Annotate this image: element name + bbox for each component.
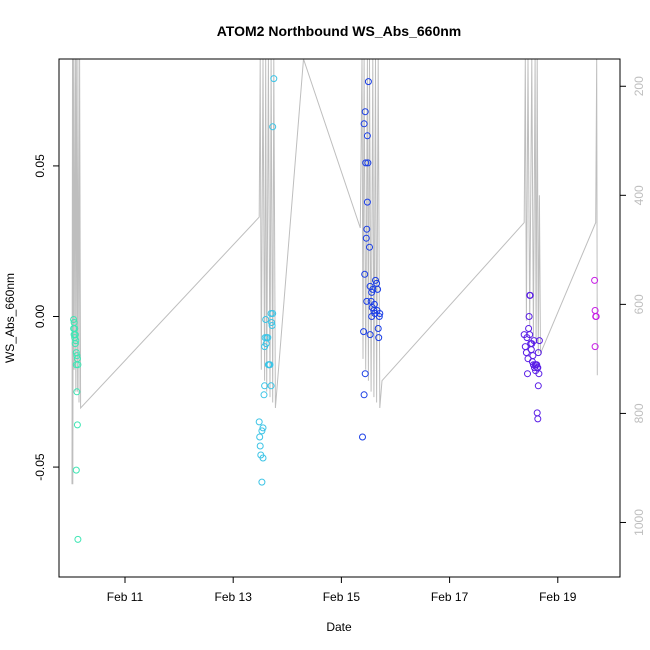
data-point (258, 478, 266, 486)
x-axis: Feb 11 Feb 13 Feb 15 Feb 17 Feb 19 (107, 576, 577, 604)
data-point (72, 466, 80, 474)
data-point (591, 276, 599, 284)
data-point (533, 361, 541, 369)
data-point (256, 433, 264, 441)
data-point (364, 159, 372, 167)
data-point (73, 388, 81, 396)
data-point (256, 442, 264, 450)
right-axis: 200 400 600 800 1000 (619, 76, 646, 536)
data-point (535, 337, 543, 345)
x-tick-label: Feb 11 (107, 590, 144, 604)
x-tick-label: Feb 13 (215, 590, 253, 604)
data-point (366, 243, 373, 251)
y-axis: -0.05 0.00 0.05 (33, 154, 60, 481)
x-tick-label: Feb 19 (539, 590, 577, 604)
data-point (269, 123, 277, 131)
data-point (268, 319, 276, 326)
data-point (374, 285, 382, 293)
data-point (363, 225, 371, 233)
data-point (529, 352, 537, 360)
data-point (372, 276, 379, 284)
data-point (266, 361, 274, 369)
chart-title: ATOM2 Northbound WS_Abs_660nm (217, 23, 462, 39)
data-point (364, 78, 372, 86)
x-axis-label: Date (326, 620, 352, 634)
data-point (368, 313, 376, 320)
right-tick-label: 800 (632, 403, 646, 423)
data-point (534, 415, 542, 423)
data-points-layer (70, 75, 600, 543)
data-point (375, 334, 383, 342)
data-point (360, 391, 368, 399)
position-trace-layer (71, 58, 598, 485)
data-point (361, 108, 369, 116)
data-point (376, 310, 384, 317)
data-point (363, 198, 371, 206)
data-point (592, 313, 600, 320)
data-point (74, 535, 82, 543)
data-point (361, 370, 369, 378)
data-point (366, 331, 374, 339)
data-point (361, 270, 369, 278)
data-point (259, 424, 267, 432)
right-tick-label: 400 (632, 185, 646, 205)
data-point (591, 343, 599, 351)
data-point (258, 427, 266, 435)
data-point (71, 340, 79, 348)
x-tick-label: Feb 17 (431, 590, 469, 604)
data-point (359, 433, 366, 441)
data-point (523, 334, 531, 342)
data-point (73, 421, 81, 429)
data-point (534, 382, 542, 390)
data-point (363, 297, 371, 305)
y-tick-label: -0.05 (33, 453, 47, 481)
data-point (375, 313, 383, 320)
data-point (268, 322, 276, 329)
data-point (535, 370, 543, 378)
y-axis-label: WS_Abs_660nm (3, 273, 17, 363)
data-point (526, 291, 534, 299)
data-point (267, 382, 275, 390)
data-point (534, 349, 542, 357)
data-point (363, 132, 371, 140)
x-tick-label: Feb 15 (323, 590, 361, 604)
data-point (72, 337, 80, 345)
data-point (270, 75, 278, 83)
data-point (70, 316, 78, 323)
data-point (255, 418, 263, 426)
data-point (269, 310, 277, 317)
data-point (362, 234, 370, 242)
right-tick-label: 600 (632, 294, 646, 314)
data-point (530, 337, 538, 345)
data-point (368, 288, 376, 296)
data-point (259, 454, 267, 462)
y-tick-label: 0.05 (33, 154, 47, 178)
right-tick-label: 1000 (632, 509, 646, 536)
data-point (369, 285, 377, 293)
data-point (362, 159, 370, 167)
data-point (360, 328, 368, 336)
y-tick-label: 0.00 (33, 304, 47, 328)
data-point (370, 300, 378, 308)
position-trace-line (71, 58, 598, 485)
data-point (262, 316, 270, 323)
data-point (74, 361, 82, 369)
data-point (524, 370, 531, 378)
data-point (360, 120, 368, 128)
right-tick-label: 200 (632, 76, 646, 96)
data-point (73, 352, 81, 360)
data-point (525, 313, 533, 320)
data-point (374, 325, 382, 332)
data-point (260, 391, 268, 399)
data-point (264, 334, 272, 342)
